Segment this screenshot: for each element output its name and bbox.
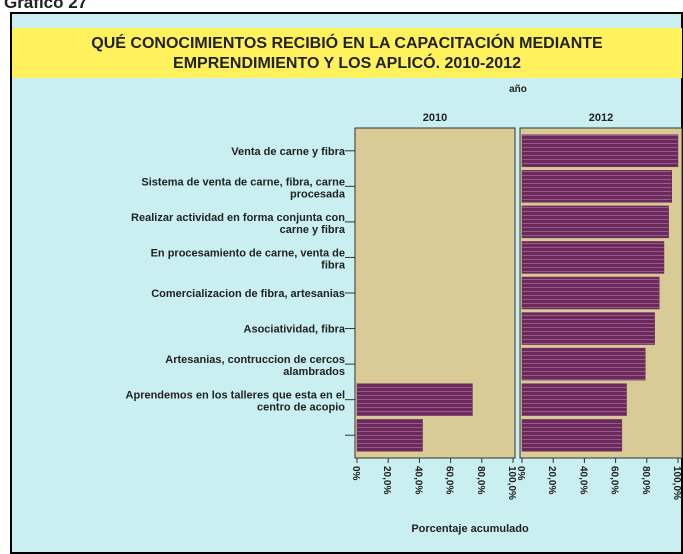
x-tick-label: 0% <box>350 466 361 481</box>
bar <box>356 418 423 452</box>
x-tick-label: 80,0% <box>475 466 486 494</box>
chart-title: QUÉ CONOCIMIENTOS RECIBIÓ EN LA CAPACITA… <box>91 33 603 52</box>
bar <box>521 205 669 239</box>
x-tick-label: 100,0% <box>671 466 682 500</box>
x-tick-label: 60,0% <box>444 466 455 494</box>
x-tick-label: 0% <box>515 466 526 481</box>
bar <box>521 170 673 203</box>
x-tick-label: 20,0% <box>546 466 557 494</box>
bar <box>521 418 623 452</box>
facet-label: 2012 <box>589 112 613 124</box>
x-tick-label: 80,0% <box>640 466 651 494</box>
bar <box>521 276 660 310</box>
bar <box>356 383 473 416</box>
y-tick-label: Artesanias, contruccion de cercos alambra… <box>165 354 345 378</box>
bar <box>521 383 627 416</box>
x-axis-label: Porcentaje acumulado <box>411 523 529 535</box>
y-tick-label: Realizar actividad en forma conjunta con… <box>131 212 346 236</box>
x-tick-label: 100,0% <box>506 466 517 500</box>
y-tick-label: Aprendemos en los talleres que esta en e… <box>126 390 346 414</box>
bar <box>521 134 679 168</box>
chart-title: EMPRENDIMIENTO Y LOS APLICÓ. 2010-2012 <box>173 53 521 72</box>
bar <box>521 312 655 345</box>
y-tick-label: Venta de carne y fibra <box>231 146 346 158</box>
x-tick-label: 60,0% <box>609 466 620 494</box>
x-tick-label: 40,0% <box>412 466 423 494</box>
x-tick-label: 20,0% <box>381 466 392 494</box>
y-tick-label: Comercializacion de fibra, artesanias <box>151 288 345 300</box>
bar <box>521 241 665 274</box>
y-tick-label: En procesamiento de carne, venta de fibra <box>151 247 346 271</box>
facet-title: año <box>509 84 527 95</box>
facet-label: 2010 <box>423 112 447 124</box>
title-band <box>12 28 682 78</box>
header: Gráfico 27 <box>4 0 87 12</box>
y-tick-label: Asociatividad, fibra <box>244 324 346 336</box>
x-tick-label: 40,0% <box>577 466 588 494</box>
y-tick-label: Sistema de venta de carne, fibra, carne p… <box>141 176 345 200</box>
bar <box>521 347 646 381</box>
